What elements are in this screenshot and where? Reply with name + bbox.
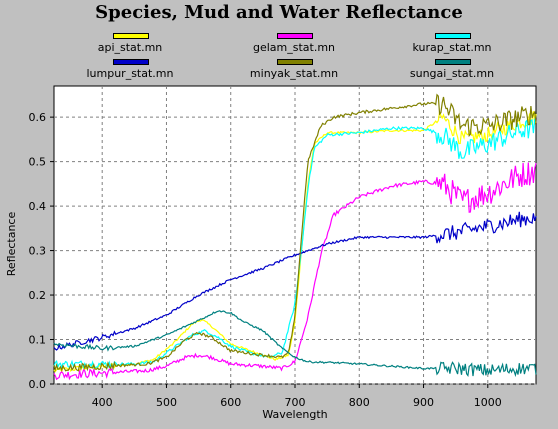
y-tick-label: 0.0 (29, 378, 47, 391)
x-tick-label: 400 (92, 396, 113, 409)
legend-label-lumpur: lumpur_stat.mn (86, 67, 174, 80)
legend-item-lumpur: lumpur_stat.mn (70, 59, 190, 89)
legend-item-api: api_stat.mn (70, 33, 190, 63)
legend-swatch-kurap (435, 33, 471, 39)
legend-swatch-gelam (277, 33, 313, 39)
series-layer (53, 93, 537, 381)
series-line-gelam (53, 162, 537, 381)
legend-label-gelam: gelam_stat.mn (252, 41, 336, 54)
legend-item-sungai: sungai_stat.mn (392, 59, 512, 89)
legend-swatch-sungai (435, 59, 471, 65)
y-tick-label: 0.2 (29, 289, 47, 302)
legend-label-sungai: sungai_stat.mn (409, 67, 495, 80)
legend-item-minyak: minyak_stat.mn (234, 59, 354, 89)
y-tick-label: 0.5 (29, 156, 47, 169)
series-line-lumpur (53, 211, 537, 351)
x-axis-label: Wavelength (262, 408, 327, 421)
series-line-minyak (53, 93, 537, 372)
legend-label-minyak: minyak_stat.mn (249, 67, 339, 80)
y-tick-label: 0.6 (29, 111, 47, 124)
x-tick-label: 900 (413, 396, 434, 409)
legend-label-kurap: kurap_stat.mn (412, 41, 492, 54)
y-tick-label: 0.3 (29, 245, 47, 258)
legend-swatch-minyak (277, 59, 313, 65)
legend-item-gelam: gelam_stat.mn (234, 33, 354, 63)
legend-label-api: api_stat.mn (97, 41, 163, 54)
x-tick-label: 700 (285, 396, 306, 409)
x-tick-label: 500 (156, 396, 177, 409)
x-tick-label: 1000 (474, 396, 502, 409)
y-tick-label: 0.1 (29, 334, 47, 347)
legend-swatch-lumpur (113, 59, 149, 65)
series-line-sungai (53, 310, 537, 378)
x-tick-label: 800 (349, 396, 370, 409)
axis-layer: 400 500 600 700 800 900 1000 0.0 0.1 0.2 0.3 0.4 0.5… (29, 111, 502, 409)
y-axis-label: Reflectance (5, 212, 18, 277)
y-tick-label: 0.4 (29, 200, 47, 213)
legend-swatch-api (113, 33, 149, 39)
x-tick-label: 600 (220, 396, 241, 409)
chart-title: Species, Mud and Water Reflectance (95, 2, 463, 23)
legend-item-kurap: kurap_stat.mn (392, 33, 512, 63)
series-line-kurap (53, 117, 537, 370)
